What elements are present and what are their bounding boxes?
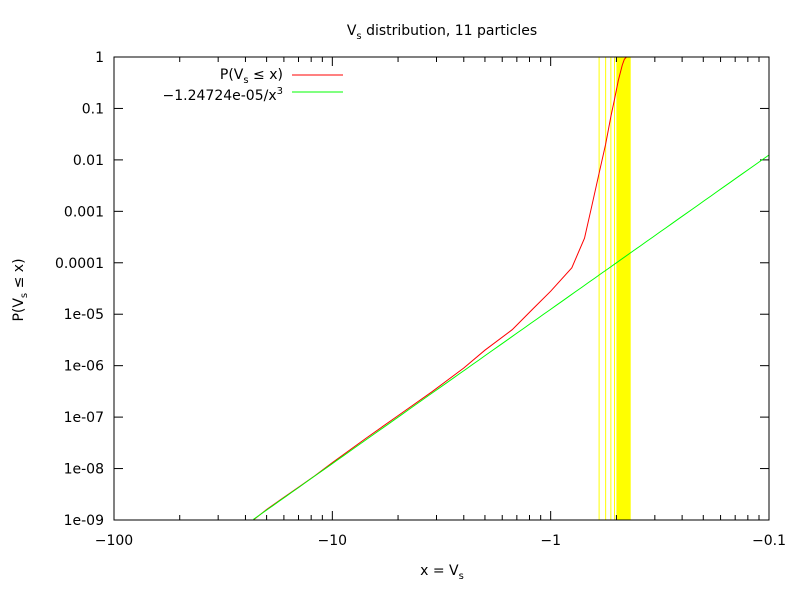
y-tick-label: 0.1 [82, 101, 104, 117]
y-tick-label: 1 [95, 50, 104, 66]
legend: P(Vs ≤ x) −1.24724e-05/x3 [163, 67, 343, 104]
y-tick-label: 0.001 [64, 204, 104, 220]
sample-band [616, 57, 631, 520]
y-tick-label: 1e-06 [64, 359, 104, 375]
plot-frame [113, 56, 770, 521]
y-tick-label: 1e-07 [64, 410, 104, 426]
legend-label-green: −1.24724e-05/x3 [163, 86, 283, 104]
series-curves [253, 56, 770, 521]
x-axis-label: x = Vs [420, 563, 464, 582]
x-tick-label: −1 [540, 533, 561, 549]
x-tick-labels: −100 −10 −1 −0.1 [95, 533, 786, 549]
legend-label-red: P(Vs ≤ x) [220, 67, 283, 86]
chart-title: Vs distribution, 11 particles [347, 23, 537, 42]
x-tick-label: −10 [318, 533, 348, 549]
x-tick-label: −100 [95, 533, 133, 549]
y-tick-label: 1e-08 [64, 462, 104, 478]
y-tick-label: 0.01 [73, 153, 104, 169]
y-axis-label: P(Vs ≤ x) [11, 258, 30, 321]
sample-bands [598, 57, 631, 520]
y-tick-label: 1e-09 [64, 513, 104, 529]
y-tick-labels: 1 0.1 0.01 0.001 0.0001 1e-05 1e-06 1e-07 1e-08 1… [55, 50, 104, 529]
series-line-fit [253, 154, 770, 520]
y-tick-label: 1e-05 [64, 307, 104, 323]
y-tick-label: 0.0001 [55, 256, 104, 272]
x-tick-label: −0.1 [752, 533, 786, 549]
